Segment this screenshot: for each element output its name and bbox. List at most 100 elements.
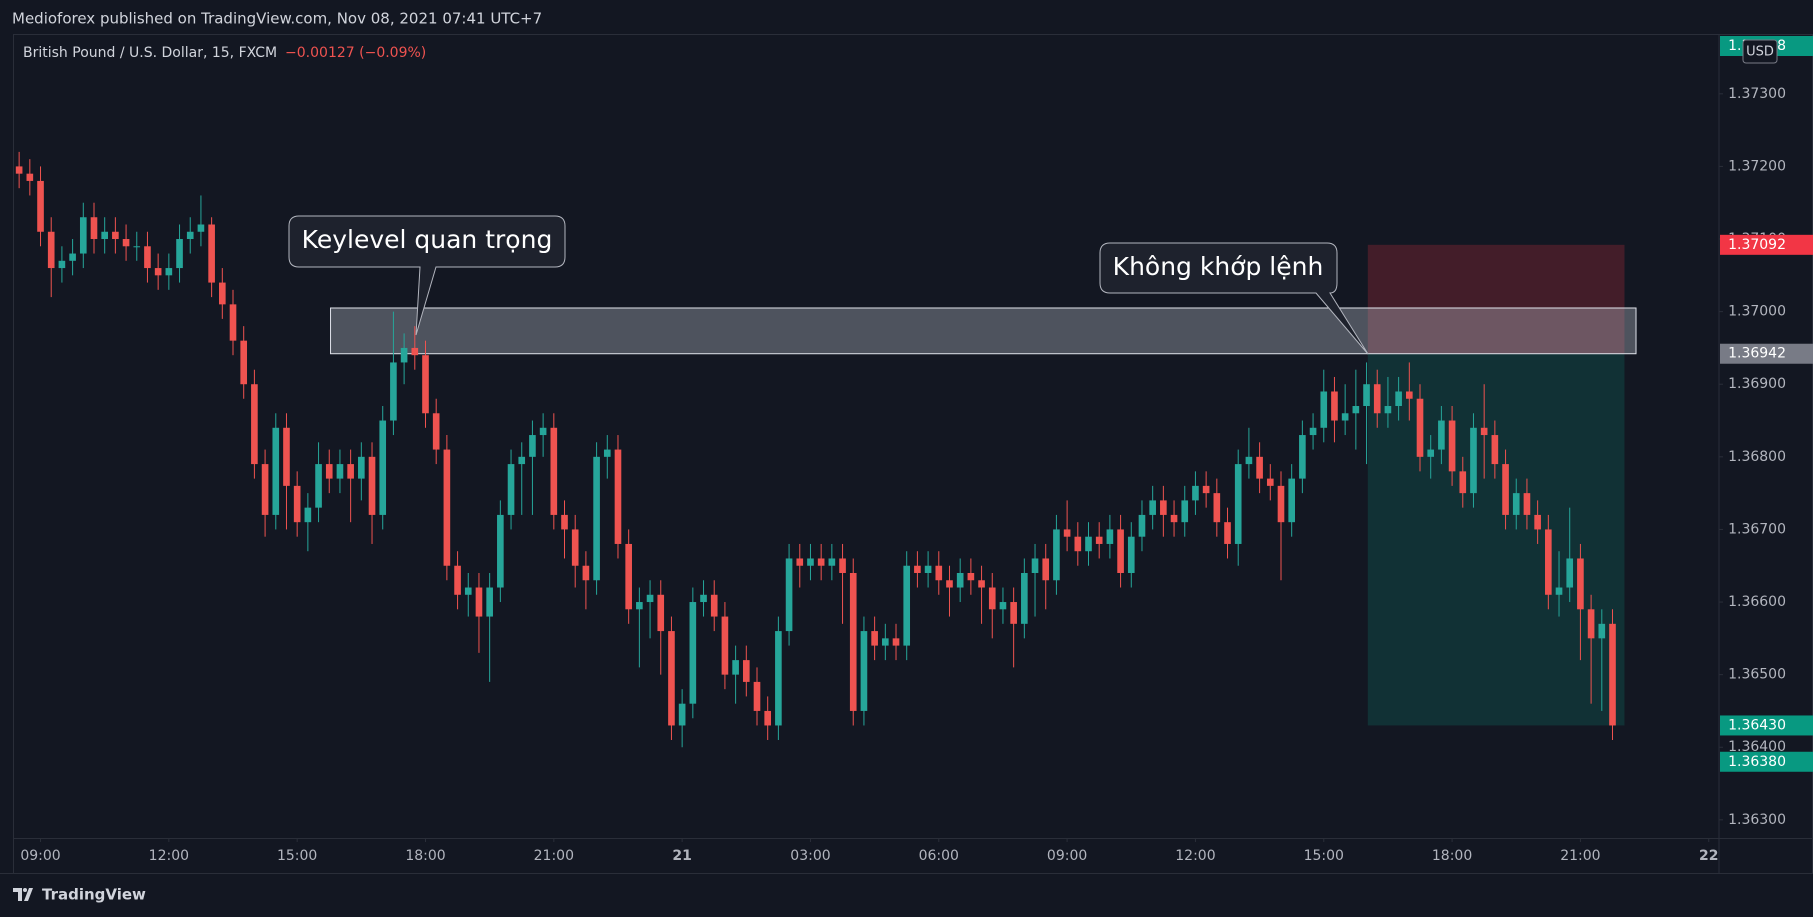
candle-body xyxy=(1384,406,1392,414)
candle-body xyxy=(1331,391,1338,421)
candle-body xyxy=(1448,420,1456,472)
candle-body xyxy=(518,456,526,465)
candle-body xyxy=(1587,609,1595,639)
candle-body xyxy=(475,587,483,617)
zone xyxy=(330,307,1637,355)
candle-body xyxy=(1609,623,1616,726)
candle-body xyxy=(69,253,76,261)
candle-body xyxy=(668,631,675,726)
candle-body xyxy=(47,231,55,269)
y-tick-label: 1.36500 xyxy=(1728,667,1786,683)
candle-body xyxy=(411,347,419,356)
x-tick-label: 03:00 xyxy=(790,848,830,864)
candle-body xyxy=(892,638,900,646)
candle-body xyxy=(967,572,975,581)
price-tag-label: 1.37092 xyxy=(1728,237,1786,253)
candle-body xyxy=(753,681,761,711)
zone xyxy=(1367,353,1625,726)
legend: British Pound / U.S. Dollar, 15, FXCM −0.… xyxy=(23,45,426,61)
candle-body xyxy=(710,594,718,617)
candle-body xyxy=(186,231,194,240)
candle-body xyxy=(144,246,151,269)
candle-body xyxy=(1160,500,1167,515)
price-tag-label: 1.36942 xyxy=(1728,346,1786,362)
candle-body xyxy=(347,464,354,479)
candle-body xyxy=(464,587,472,595)
candle-body xyxy=(336,464,344,479)
candle-body xyxy=(1224,522,1231,544)
candle-body xyxy=(122,239,130,247)
candle-body xyxy=(785,558,793,632)
candle-body xyxy=(539,427,547,436)
candle-body xyxy=(871,631,878,646)
candle-body xyxy=(721,616,729,675)
x-tick-label: 21:00 xyxy=(534,848,574,864)
candle-body xyxy=(1095,536,1103,544)
candle-body xyxy=(1138,514,1146,537)
candle-body xyxy=(1309,427,1317,436)
candle-body xyxy=(593,456,600,581)
x-tick-label: 22 xyxy=(1699,848,1718,864)
candles xyxy=(15,151,1616,748)
zones xyxy=(330,244,1637,726)
callout-text: Không khớp lệnh xyxy=(1113,252,1324,281)
candle-body xyxy=(15,166,23,174)
y-tick-label: 1.37000 xyxy=(1728,304,1786,320)
zone xyxy=(1367,244,1625,354)
candle-body xyxy=(603,449,611,457)
candle-body xyxy=(1299,435,1306,479)
candle-body xyxy=(422,355,429,414)
candle-body xyxy=(251,384,258,465)
candle-body xyxy=(1245,456,1253,465)
candle-body xyxy=(1577,558,1584,610)
candle-body xyxy=(261,464,269,515)
candle-body xyxy=(486,587,493,617)
candle-body xyxy=(507,464,515,515)
candle-body xyxy=(112,231,119,240)
candle-body xyxy=(497,514,504,588)
candle-body xyxy=(636,602,643,610)
candle-body xyxy=(550,427,558,515)
candle-body xyxy=(860,631,868,711)
candle-body xyxy=(1459,471,1467,494)
candle-body xyxy=(1234,464,1242,544)
candle-body xyxy=(358,456,365,479)
candle-body xyxy=(924,565,932,573)
candle-body xyxy=(154,268,162,276)
candle-body xyxy=(1373,384,1381,414)
candle-body xyxy=(218,282,226,305)
candle-body xyxy=(1021,572,1028,624)
candle-body xyxy=(828,558,836,566)
candle-body xyxy=(165,268,173,276)
candle-body xyxy=(646,594,654,603)
candle-body xyxy=(807,558,814,566)
candle-body xyxy=(764,710,772,726)
x-tick-label: 21:00 xyxy=(1560,848,1600,864)
candle-body xyxy=(283,427,290,486)
candle-body xyxy=(988,587,996,610)
candle-body xyxy=(1534,514,1541,530)
candle-body xyxy=(37,180,44,232)
brand-logo xyxy=(13,888,33,901)
candle-body xyxy=(390,362,397,421)
candle-body xyxy=(571,529,579,566)
candle-body xyxy=(678,703,686,726)
change: −0.00127 (−0.09%) xyxy=(285,45,426,61)
candle-body xyxy=(293,485,301,523)
y-tick-label: 1.36600 xyxy=(1728,594,1786,610)
candle-body xyxy=(1042,558,1050,581)
candle-body xyxy=(1523,493,1531,515)
candle-body xyxy=(315,464,322,508)
candle-body xyxy=(325,464,333,479)
candle-body xyxy=(1202,485,1210,494)
candle-body xyxy=(197,224,205,232)
x-tick-label: 12:00 xyxy=(149,848,189,864)
candle-body xyxy=(101,231,108,240)
x-tick-label: 06:00 xyxy=(919,848,959,864)
candle-body xyxy=(90,217,98,240)
candle-body xyxy=(1352,406,1360,414)
price-tag-label: 1.36430 xyxy=(1728,717,1786,733)
y-tick-label: 1.37200 xyxy=(1728,158,1786,174)
